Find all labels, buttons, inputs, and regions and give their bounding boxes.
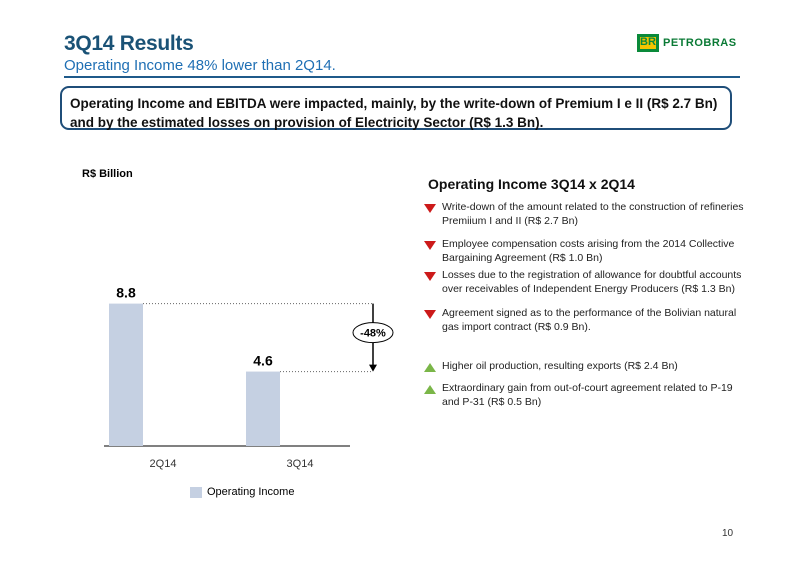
legend-label: Operating Income [207, 486, 295, 498]
panel-title: Operating Income 3Q14 x 2Q14 [428, 176, 635, 192]
page-number: 10 [722, 528, 734, 539]
chart-unit-label: R$ Billion [82, 168, 133, 180]
page-subtitle: Operating Income 48% lower than 2Q14. [64, 57, 336, 74]
factor-text: Employee compensation costs arising from… [442, 238, 735, 264]
x-tick-label: 2Q14 [150, 458, 177, 470]
bar-value-label: 4.6 [253, 353, 273, 369]
up-triangle-icon [424, 363, 436, 372]
arrow-head-icon [369, 364, 377, 372]
x-tick-label: 3Q14 [287, 458, 314, 470]
br-logo-icon: BR [637, 34, 659, 52]
chart-legend: Operating Income [190, 486, 294, 498]
petrobras-logo: BR PETROBRAS [637, 34, 737, 52]
page-title: 3Q14 Results [64, 32, 194, 55]
positive-factor-item: Extraordinary gain from out-of-court agr… [424, 381, 744, 409]
factor-text: Extraordinary gain from out-of-court agr… [442, 382, 733, 408]
title-divider [64, 76, 740, 78]
negative-factor-item: Losses due to the registration of allowa… [424, 268, 744, 296]
negative-factor-item: Write-down of the amount related to the … [424, 200, 744, 228]
down-triangle-icon [424, 272, 436, 281]
bar-3Q14 [246, 371, 280, 446]
negative-factor-item: Employee compensation costs arising from… [424, 237, 744, 265]
legend-swatch [190, 486, 202, 498]
callout-text: Operating Income and EBITDA were impacte… [70, 96, 718, 130]
down-triangle-icon [424, 310, 436, 319]
logo-name: PETROBRAS [663, 37, 737, 49]
factor-text: Write-down of the amount related to the … [442, 201, 744, 227]
up-triangle-icon [424, 385, 436, 394]
bar-value-label: 8.8 [116, 285, 136, 301]
bar-2Q14 [109, 303, 143, 446]
factor-text: Agreement signed as to the performance o… [442, 307, 737, 333]
factor-text: Higher oil production, resulting exports… [442, 360, 678, 372]
factor-text: Losses due to the registration of allowa… [442, 269, 742, 295]
down-triangle-icon [424, 204, 436, 213]
change-label: -48% [360, 328, 386, 340]
negative-factor-item: Agreement signed as to the performance o… [424, 306, 744, 334]
change-badge [352, 322, 394, 344]
down-triangle-icon [424, 241, 436, 250]
summary-callout: Operating Income and EBITDA were impacte… [60, 86, 732, 130]
positive-factor-item: Higher oil production, resulting exports… [424, 359, 744, 373]
